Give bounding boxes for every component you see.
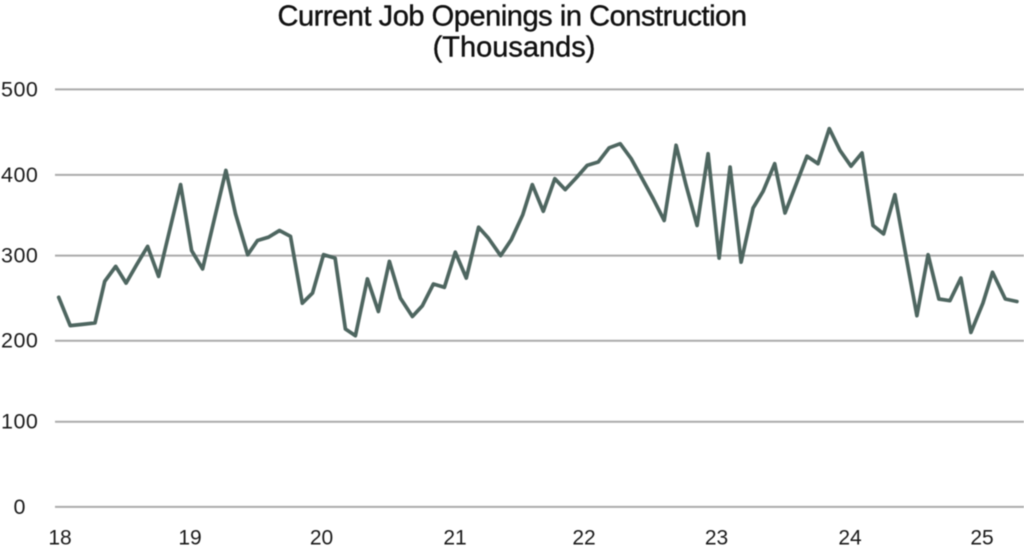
svg-text:20: 20 xyxy=(310,527,333,550)
svg-text:400: 400 xyxy=(1,163,38,187)
svg-text:23: 23 xyxy=(705,527,728,550)
svg-text:21: 21 xyxy=(443,527,466,550)
svg-text:22: 22 xyxy=(572,527,595,550)
svg-text:(Thousands): (Thousands) xyxy=(433,32,596,64)
svg-text:500: 500 xyxy=(1,77,38,101)
svg-text:19: 19 xyxy=(178,527,201,550)
svg-text:25: 25 xyxy=(970,527,993,550)
svg-text:18: 18 xyxy=(48,527,71,550)
svg-text:300: 300 xyxy=(1,244,38,268)
svg-text:100: 100 xyxy=(1,410,38,434)
svg-text:24: 24 xyxy=(838,527,862,550)
svg-text:200: 200 xyxy=(1,329,38,353)
svg-text:Current Job Openings in Constr: Current Job Openings in Construction xyxy=(278,1,747,33)
svg-text:0: 0 xyxy=(13,495,25,519)
